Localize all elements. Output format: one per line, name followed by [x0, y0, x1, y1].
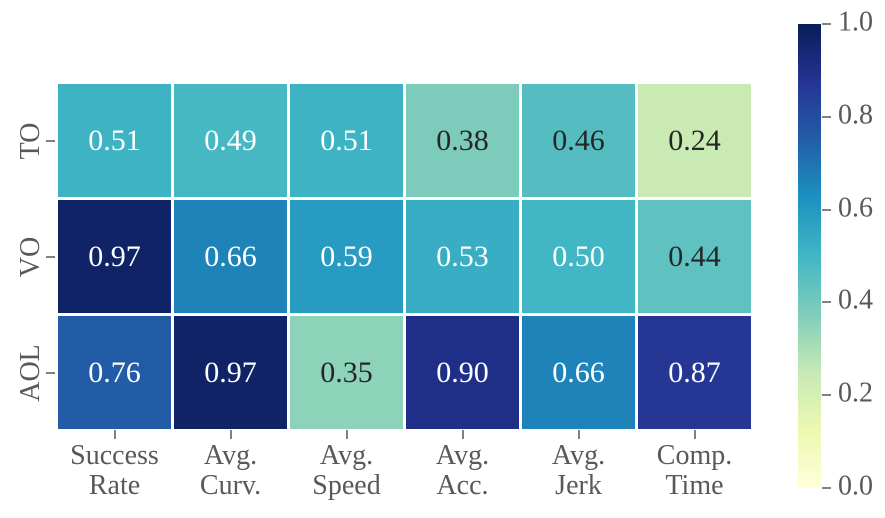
- colorbar-tick-label: 1.0: [838, 6, 873, 38]
- heatmap-grid: 0.51 0.49 0.51 0.38 0.46 0.24 0.97 0.66 0.59 0.53…: [58, 84, 751, 429]
- column-label: Avg. Speed: [312, 440, 381, 501]
- heatmap-cell: 0.24: [638, 84, 751, 197]
- colorbar-tick-mark: [822, 23, 831, 25]
- colorbar-tick-label: 0.0: [838, 470, 873, 502]
- heatmap-cell: 0.59: [290, 200, 403, 313]
- colorbar-tick-label: 0.6: [838, 192, 873, 224]
- colorbar-tick-label: 0.2: [838, 377, 873, 409]
- column-label: Comp. Time: [656, 440, 733, 501]
- x-tick-mark: [229, 430, 232, 439]
- colorbar: [798, 24, 821, 488]
- heatmap-cell: 0.66: [174, 200, 287, 313]
- heatmap-cell: 0.87: [638, 316, 751, 429]
- heatmap-cell: 0.90: [406, 316, 519, 429]
- colorbar-tick-mark: [822, 394, 831, 397]
- y-tick-mark: [46, 139, 55, 142]
- x-tick-mark: [461, 430, 464, 439]
- x-tick-mark: [345, 430, 348, 439]
- colorbar-tick-mark: [822, 208, 831, 211]
- heatmap-cell: 0.35: [290, 316, 403, 429]
- row-label: VO: [15, 236, 46, 277]
- heatmap-cell: 0.76: [58, 316, 171, 429]
- heatmap-cell: 0.44: [638, 200, 751, 313]
- column-label: Avg. Jerk: [551, 440, 606, 501]
- heatmap-cell: 0.97: [58, 200, 171, 313]
- colorbar-tick-mark: [822, 115, 831, 118]
- heatmap-cell: 0.50: [522, 200, 635, 313]
- heatmap-cell: 0.49: [174, 84, 287, 197]
- column-label: Avg. Curv.: [199, 440, 262, 501]
- heatmap-cell: 0.66: [522, 316, 635, 429]
- y-tick-mark: [46, 255, 55, 258]
- heatmap-cell: 0.53: [406, 200, 519, 313]
- heatmap-cell: 0.38: [406, 84, 519, 197]
- column-label: Success Rate: [70, 440, 159, 501]
- column-label: Avg. Acc.: [435, 440, 490, 501]
- heatmap-cell: 0.97: [174, 316, 287, 429]
- colorbar-tick-mark: [822, 301, 831, 304]
- row-label: AOL: [15, 343, 46, 402]
- colorbar-tick-label: 0.8: [838, 99, 873, 131]
- y-tick-mark: [46, 371, 55, 374]
- colorbar-tick-label: 0.4: [838, 284, 873, 316]
- heatmap-cell: 0.46: [522, 84, 635, 197]
- colorbar-tick-mark: [822, 487, 831, 489]
- x-tick-mark: [113, 430, 116, 439]
- x-tick-mark: [693, 430, 696, 439]
- row-label: TO: [15, 122, 46, 159]
- heatmap-cell: 0.51: [58, 84, 171, 197]
- x-tick-mark: [577, 430, 580, 439]
- heatmap-cell: 0.51: [290, 84, 403, 197]
